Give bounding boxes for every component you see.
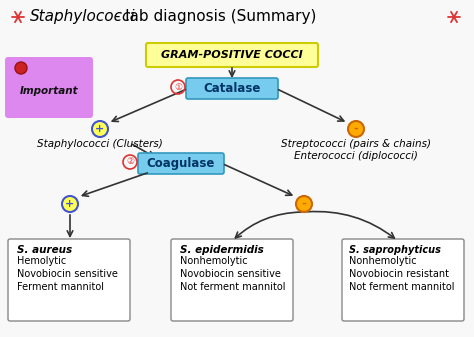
Text: ①: ① bbox=[174, 83, 182, 92]
Text: Nonhemolytic: Nonhemolytic bbox=[349, 256, 417, 266]
Text: Enterococci (diplococci): Enterococci (diplococci) bbox=[294, 151, 418, 161]
Text: Ferment mannitol: Ferment mannitol bbox=[17, 282, 104, 292]
Text: S. epidermidis: S. epidermidis bbox=[180, 245, 264, 255]
FancyBboxPatch shape bbox=[138, 153, 224, 174]
Circle shape bbox=[92, 121, 108, 137]
Text: Coagulase: Coagulase bbox=[147, 157, 215, 170]
Text: Important: Important bbox=[20, 86, 78, 95]
Text: ②: ② bbox=[126, 157, 134, 166]
Circle shape bbox=[62, 196, 78, 212]
Text: S. aureus: S. aureus bbox=[17, 245, 72, 255]
Text: Novobiocin sensitive: Novobiocin sensitive bbox=[17, 269, 118, 279]
Text: GRAM-POSITIVE COCCI: GRAM-POSITIVE COCCI bbox=[161, 50, 303, 60]
Text: -: - bbox=[301, 199, 306, 209]
Circle shape bbox=[348, 121, 364, 137]
Text: +: + bbox=[95, 124, 105, 134]
Text: Streptococci (pairs & chains): Streptococci (pairs & chains) bbox=[281, 139, 431, 149]
Text: +: + bbox=[65, 199, 74, 209]
Text: Staphylococci: Staphylococci bbox=[30, 9, 136, 25]
FancyBboxPatch shape bbox=[186, 78, 278, 99]
FancyBboxPatch shape bbox=[342, 239, 464, 321]
Text: S. saprophyticus: S. saprophyticus bbox=[349, 245, 441, 255]
Text: Catalase: Catalase bbox=[203, 82, 261, 95]
FancyBboxPatch shape bbox=[171, 239, 293, 321]
Circle shape bbox=[296, 196, 312, 212]
Circle shape bbox=[15, 62, 27, 74]
FancyBboxPatch shape bbox=[8, 239, 130, 321]
Text: -: - bbox=[354, 124, 358, 134]
Text: Hemolytic: Hemolytic bbox=[17, 256, 66, 266]
Text: Novobiocin resistant: Novobiocin resistant bbox=[349, 269, 449, 279]
Text: Not ferment mannitol: Not ferment mannitol bbox=[180, 282, 285, 292]
FancyBboxPatch shape bbox=[5, 57, 93, 118]
Text: Staphylococci (Clusters): Staphylococci (Clusters) bbox=[37, 139, 163, 149]
Text: Novobiocin sensitive: Novobiocin sensitive bbox=[180, 269, 281, 279]
Text: Nonhemolytic: Nonhemolytic bbox=[180, 256, 247, 266]
Text: Not ferment mannitol: Not ferment mannitol bbox=[349, 282, 455, 292]
Text: - lab diagnosis (Summary): - lab diagnosis (Summary) bbox=[110, 9, 316, 25]
FancyBboxPatch shape bbox=[146, 43, 318, 67]
